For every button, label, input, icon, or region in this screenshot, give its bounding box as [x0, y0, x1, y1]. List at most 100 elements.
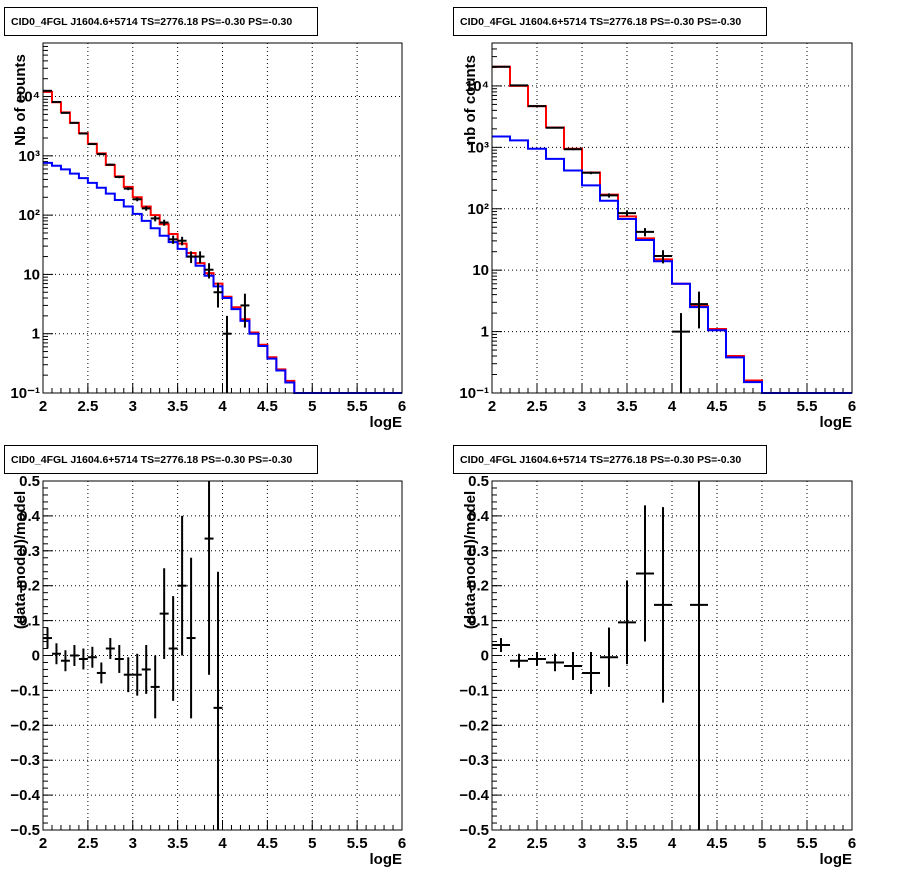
y-axis-label: Nb of counts: [12, 54, 29, 146]
x-tick-label: 3.5: [617, 398, 638, 415]
data-point: [60, 111, 70, 114]
x-tick-label: 5: [308, 835, 316, 852]
data-point: [672, 313, 690, 393]
y-tick-label: −0.2: [10, 717, 40, 734]
x-tick-label: 4.5: [707, 398, 728, 415]
y-tick-label: 10³: [467, 139, 489, 156]
data-point: [78, 132, 88, 135]
x-tick-label: 4.5: [257, 398, 278, 415]
residual-point: [78, 648, 88, 670]
y-tick-label: 1: [32, 326, 40, 343]
x-tick-label: 5.5: [797, 835, 818, 852]
data-point: [105, 163, 115, 166]
x-tick-label: 5: [308, 398, 316, 415]
residual-point: [60, 650, 70, 672]
y-axis-label: (data-model)/model: [12, 491, 29, 629]
x-tick-label: 2: [39, 835, 47, 852]
y-tick-label: −0.3: [459, 752, 489, 769]
data-point: [690, 291, 708, 329]
data-point: [141, 206, 151, 211]
data-point: [114, 175, 124, 179]
y-tick-label: 10²: [467, 201, 489, 218]
residual-point: [690, 481, 708, 830]
residual-point: [168, 596, 178, 701]
x-tick-label: 4: [218, 398, 227, 415]
y-tick-label: 0.1: [468, 613, 489, 630]
x-axis-label: logE: [370, 851, 403, 868]
y-tick-label: 10³: [18, 148, 40, 165]
data-point: [51, 100, 61, 103]
y-tick-label: 10⁴: [465, 78, 489, 95]
x-tick-label: 6: [848, 398, 856, 415]
x-tick-label: 5: [758, 398, 766, 415]
data-point: [69, 121, 79, 124]
x-axis-label: logE: [370, 414, 403, 431]
residual-point: [636, 505, 654, 642]
residual-point: [654, 507, 672, 703]
plot-frame: [491, 480, 853, 831]
background-model-histogram: [43, 161, 402, 394]
chart-title: CID0_4FGL J1604.6+5714 TS=2776.18 PS=-0.…: [460, 454, 741, 466]
residual-point: [43, 627, 52, 649]
x-axis-label: logE: [820, 414, 853, 431]
y-tick-label: 1: [481, 324, 489, 341]
data-point: [222, 315, 232, 393]
residual-point: [186, 557, 196, 719]
plot-frame: [491, 42, 853, 394]
residual-point: [546, 653, 564, 672]
residual-point: [159, 568, 169, 659]
data-point: [177, 236, 187, 246]
x-tick-label: 2.5: [527, 835, 548, 852]
x-tick-label: 6: [848, 835, 856, 852]
y-tick-label: 10²: [18, 207, 40, 224]
y-tick-label: 0.5: [468, 473, 489, 490]
residual-point: [177, 515, 187, 656]
x-tick-label: 5.5: [797, 398, 818, 415]
data-point: [213, 282, 223, 308]
y-tick-label: 0.4: [468, 508, 490, 525]
y-tick-label: −0.5: [459, 822, 489, 839]
y-tick-label: −0.1: [459, 682, 489, 699]
data-point: [96, 153, 106, 156]
chart-panel-3: CID0_4FGL J1604.6+5714 TS=2776.18 PS=-0.…: [4, 445, 406, 868]
data-point: [195, 251, 205, 264]
data-point: [582, 171, 600, 175]
data-point: [87, 143, 97, 146]
y-tick-label: −0.5: [10, 822, 40, 839]
residual-point: [492, 638, 510, 653]
x-tick-label: 4.5: [707, 835, 728, 852]
data-point: [600, 193, 618, 198]
data-point: [168, 235, 178, 244]
x-tick-label: 2.5: [77, 398, 98, 415]
chart-panel-1: CID0_4FGL J1604.6+5714 TS=2776.18 PS=-0.…: [4, 7, 406, 431]
y-tick-label: −0.3: [10, 752, 40, 769]
data-point: [618, 210, 636, 217]
x-tick-label: 4.5: [257, 835, 278, 852]
residual-point: [150, 655, 160, 719]
residual-point: [105, 638, 115, 659]
chart-title-box: [453, 7, 767, 36]
y-tick-label: 0: [481, 648, 489, 665]
y-tick-label: 0.2: [19, 578, 40, 595]
x-tick-label: 4: [668, 835, 677, 852]
data-point: [159, 219, 169, 226]
residual-point: [600, 627, 618, 687]
y-axis-label: (data-model)/model: [462, 491, 479, 629]
x-tick-label: 3.5: [167, 835, 188, 852]
residual-point: [213, 571, 223, 830]
x-tick-label: 5: [758, 835, 766, 852]
y-axis-label: nb of counts: [462, 55, 479, 145]
chart-title-box: [453, 445, 767, 474]
x-tick-label: 2: [39, 398, 47, 415]
chart-title-box: [4, 445, 318, 474]
y-tick-label: 10⁻¹: [459, 385, 489, 402]
residual-point: [510, 653, 528, 668]
data-point: [240, 293, 250, 328]
residual-point: [582, 652, 600, 694]
x-tick-label: 3: [578, 835, 586, 852]
x-tick-label: 5.5: [347, 398, 368, 415]
data-point: [636, 228, 654, 237]
data-point: [186, 251, 196, 264]
